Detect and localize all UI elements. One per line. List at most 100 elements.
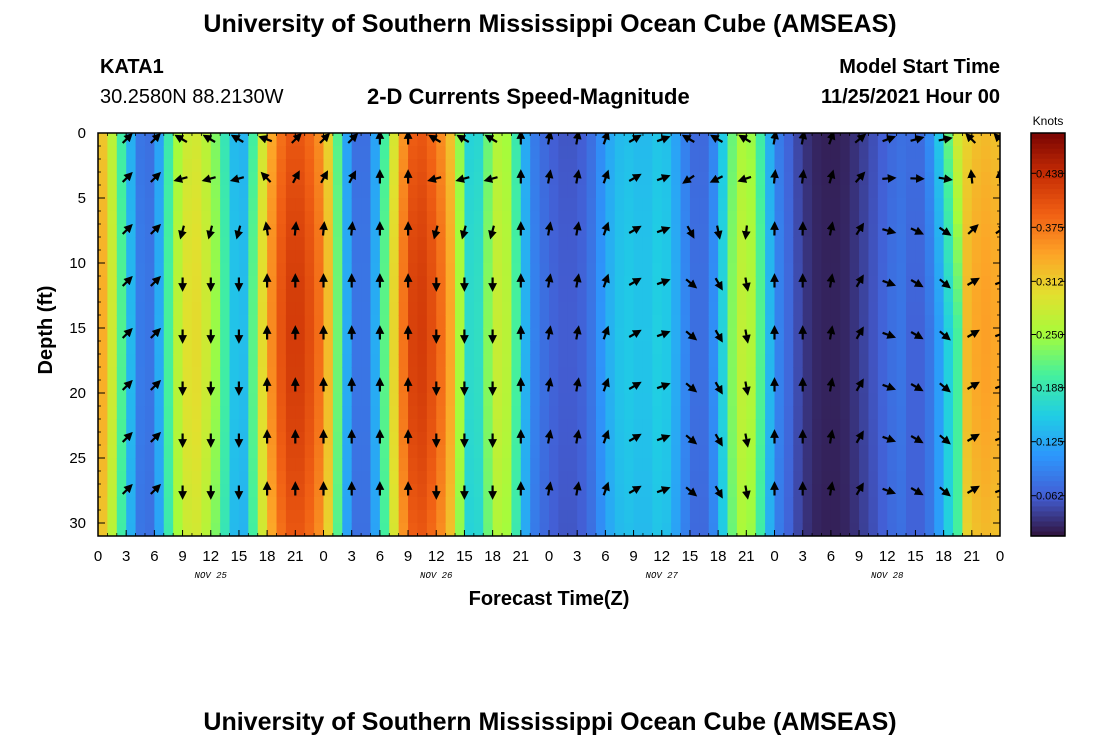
- heatmap-cell: [342, 224, 353, 238]
- heatmap-cell: [924, 146, 935, 160]
- heatmap-cell: [163, 406, 174, 420]
- heatmap-cell: [464, 315, 475, 329]
- heatmap-cell: [445, 419, 456, 433]
- heatmap-cell: [859, 458, 870, 472]
- heatmap-cell: [642, 133, 653, 147]
- heatmap-cell: [708, 263, 719, 277]
- heatmap-cell: [868, 250, 879, 264]
- heatmap-cell: [126, 432, 137, 446]
- heatmap-cell: [755, 172, 766, 186]
- heatmap-cell: [887, 198, 898, 212]
- heatmap-cell: [248, 172, 259, 186]
- heatmap-cell: [821, 471, 832, 485]
- heatmap-cell: [783, 328, 794, 342]
- colorbar-tick-label: 0.438: [1036, 168, 1064, 180]
- heatmap-cell: [389, 250, 400, 264]
- heatmap-cell: [746, 484, 757, 498]
- heatmap-cell: [736, 185, 747, 199]
- colorbar-tick-label: 0.250: [1036, 330, 1064, 342]
- heatmap-cell: [191, 406, 202, 420]
- heatmap-cell: [295, 146, 306, 160]
- heatmap-cell: [473, 211, 484, 225]
- heatmap-cell: [163, 276, 174, 290]
- heatmap-cell: [830, 484, 841, 498]
- heatmap-cell: [182, 432, 193, 446]
- heatmap-cell: [426, 146, 437, 160]
- heatmap-cell: [229, 341, 240, 355]
- heatmap-cell: [642, 497, 653, 511]
- heatmap-cell: [624, 510, 635, 524]
- heatmap-cell: [783, 380, 794, 394]
- heatmap-cell: [990, 419, 1000, 433]
- heatmap-cell: [173, 523, 184, 536]
- heatmap-cell: [774, 432, 785, 446]
- heatmap-cell: [727, 484, 738, 498]
- heatmap-cell: [210, 315, 221, 329]
- heatmap-cell: [671, 471, 682, 485]
- heatmap-cell: [295, 289, 306, 303]
- heatmap-cell: [483, 354, 494, 368]
- heatmap-cell: [483, 250, 494, 264]
- heatmap-cell: [868, 211, 879, 225]
- heatmap-cell: [868, 263, 879, 277]
- heatmap-cell: [699, 432, 710, 446]
- heatmap-cell: [417, 276, 428, 290]
- heatmap-cell: [116, 367, 127, 381]
- heatmap-cell: [755, 263, 766, 277]
- heatmap-cell: [859, 341, 870, 355]
- heatmap-cell: [520, 315, 531, 329]
- heatmap-cell: [727, 393, 738, 407]
- heatmap-cell: [849, 393, 860, 407]
- heatmap-cell: [755, 302, 766, 316]
- heatmap-cell: [502, 380, 513, 394]
- heatmap-cell: [238, 276, 249, 290]
- heatmap-cell: [163, 484, 174, 498]
- heatmap-cell: [379, 146, 390, 160]
- heatmap-cell: [408, 341, 419, 355]
- heatmap-cell: [605, 484, 616, 498]
- colorbar-swatch: [1031, 495, 1065, 502]
- heatmap-cell: [511, 211, 522, 225]
- current-arrow: [685, 382, 698, 393]
- heatmap-cell: [906, 471, 917, 485]
- heatmap-cell: [191, 497, 202, 511]
- heatmap-cell: [962, 393, 973, 407]
- heatmap-cell: [558, 393, 569, 407]
- heatmap-cell: [990, 354, 1000, 368]
- heatmap-cell: [736, 380, 747, 394]
- heatmap-cell: [502, 133, 513, 147]
- heatmap-cell: [351, 315, 362, 329]
- heatmap-cell: [492, 133, 503, 147]
- heatmap-cell: [248, 471, 259, 485]
- heatmap-cell: [191, 315, 202, 329]
- heatmap-cell: [943, 315, 954, 329]
- heatmap-cell: [558, 224, 569, 238]
- heatmap-cell: [943, 393, 954, 407]
- heatmap-cell: [285, 406, 296, 420]
- heatmap-cell: [135, 354, 146, 368]
- heatmap-cell: [849, 237, 860, 251]
- heatmap-cell: [671, 354, 682, 368]
- heatmap-cell: [793, 432, 804, 446]
- heatmap-cell: [708, 315, 719, 329]
- heatmap-cell: [98, 315, 108, 329]
- heatmap-cell: [483, 159, 494, 173]
- heatmap-cell: [934, 328, 945, 342]
- heatmap-cell: [436, 263, 447, 277]
- heatmap-cell: [906, 198, 917, 212]
- heatmap-cell: [821, 263, 832, 277]
- colorbar-swatch: [1031, 329, 1065, 336]
- heatmap-cell: [502, 367, 513, 381]
- heatmap-cell: [351, 133, 362, 147]
- heatmap-cell: [201, 367, 212, 381]
- heatmap-cell: [652, 354, 663, 368]
- heatmap-cell: [182, 211, 193, 225]
- current-arrow: [628, 134, 642, 144]
- heatmap-cell: [727, 458, 738, 472]
- heatmap-cell: [163, 302, 174, 316]
- heatmap-cell: [163, 211, 174, 225]
- heatmap-cell: [314, 276, 325, 290]
- heatmap-cell: [464, 224, 475, 238]
- heatmap-cell: [953, 354, 964, 368]
- heatmap-cell: [135, 172, 146, 186]
